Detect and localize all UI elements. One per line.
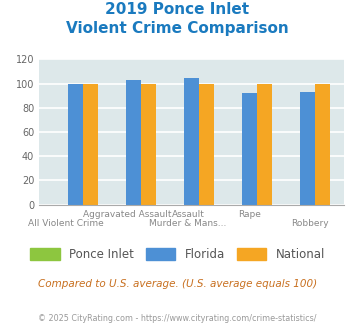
Text: © 2025 CityRating.com - https://www.cityrating.com/crime-statistics/: © 2025 CityRating.com - https://www.city… — [38, 314, 317, 323]
Text: Rape: Rape — [238, 210, 261, 218]
Text: All Violent Crime: All Violent Crime — [28, 219, 104, 228]
Text: 2019 Ponce Inlet: 2019 Ponce Inlet — [105, 2, 250, 16]
Bar — [184, 78, 199, 205]
Bar — [242, 93, 257, 205]
Text: Robbery: Robbery — [291, 219, 329, 228]
Bar — [257, 83, 272, 205]
Bar — [68, 83, 83, 205]
Text: Assault: Assault — [172, 210, 204, 218]
Bar — [199, 83, 214, 205]
Text: Murder & Mans...: Murder & Mans... — [149, 219, 227, 228]
Text: Aggravated Assault: Aggravated Assault — [83, 210, 171, 218]
Bar — [300, 92, 315, 205]
Bar — [315, 83, 331, 205]
Text: Compared to U.S. average. (U.S. average equals 100): Compared to U.S. average. (U.S. average … — [38, 279, 317, 289]
Bar — [83, 83, 98, 205]
Legend: Ponce Inlet, Florida, National: Ponce Inlet, Florida, National — [25, 243, 330, 265]
Bar — [126, 80, 141, 205]
Text: Violent Crime Comparison: Violent Crime Comparison — [66, 21, 289, 36]
Bar — [141, 83, 156, 205]
